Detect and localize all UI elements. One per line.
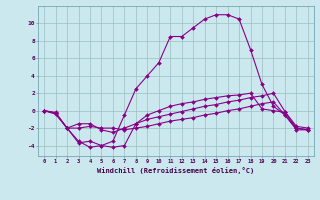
X-axis label: Windchill (Refroidissement éolien,°C): Windchill (Refroidissement éolien,°C): [97, 167, 255, 174]
